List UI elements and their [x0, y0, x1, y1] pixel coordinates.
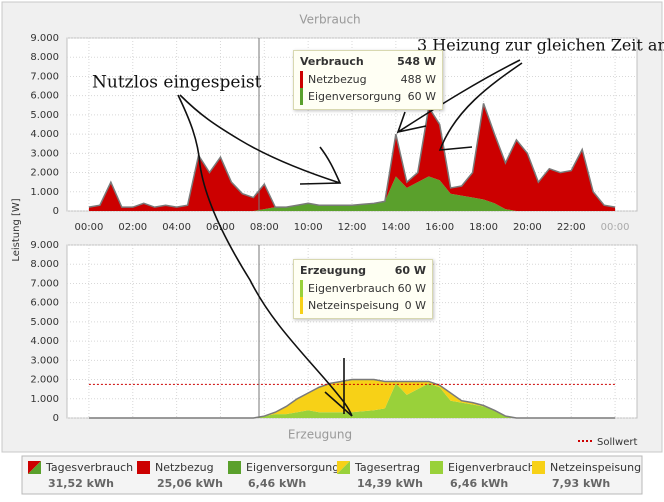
x-tick-label: 12:00: [338, 222, 367, 233]
legend-value: 31,52 kWh: [48, 477, 114, 490]
y-tick-label: 6.000: [30, 91, 59, 102]
legend-label: Tagesverbrauch: [45, 461, 133, 474]
legend-icon: [137, 461, 150, 474]
area: [88, 383, 616, 418]
tooltip-title: Erzeugung: [300, 264, 367, 277]
tooltip-row-value: 60 W: [397, 282, 426, 295]
tooltip-title: Verbrauch: [300, 55, 364, 68]
legend-label: Netzbezug: [155, 461, 214, 474]
handwriting: [177, 59, 523, 417]
legend-icon: [228, 461, 241, 474]
area: [88, 379, 616, 418]
x-tick-label: 14:00: [381, 222, 410, 233]
x-tick-label: 04:00: [162, 222, 191, 233]
y-tick-label: 9.000: [30, 240, 59, 251]
y-tick-label: 4.000: [30, 129, 59, 140]
x-tick-label: 08:00: [250, 222, 279, 233]
y-tick-label: 2.000: [30, 375, 59, 386]
area-outline: [88, 103, 616, 208]
legend-label: Tagesertrag: [354, 461, 420, 474]
x-tick-label: 00:00: [601, 222, 630, 233]
legend-icon: [430, 461, 443, 474]
x-tick-label: 10:00: [294, 222, 323, 233]
y-tick-label: 7.000: [30, 278, 59, 289]
annotation: 3 Heizung zur gleichen Zeit an: [417, 36, 664, 55]
y-tick-label: 2.000: [30, 168, 59, 179]
y-tick-label: 3.000: [30, 148, 59, 159]
x-tick-label: 16:00: [425, 222, 454, 233]
arrow: [177, 94, 353, 417]
legend-icon: [28, 461, 41, 474]
y-tick-label: 8.000: [30, 52, 59, 63]
legend-label: Eigenverbrauch: [448, 461, 535, 474]
y-tick-label: 5.000: [30, 110, 59, 121]
y-tick-label: 9.000: [30, 33, 59, 44]
y-tick-label: 1.000: [30, 187, 59, 198]
tooltip-row-value: 488 W: [400, 73, 436, 86]
chart-title: Erzeugung: [288, 428, 352, 442]
tooltip-row-name: Eigenversorgung: [300, 88, 401, 105]
x-tick-label: 20:00: [513, 222, 542, 233]
x-tick-label: 02:00: [118, 222, 147, 233]
legend-value: 25,06 kWh: [157, 477, 223, 490]
tooltip-row-name: Netzeinspeisung: [300, 297, 399, 314]
y-tick-label: 0: [53, 413, 59, 424]
legend-value: 6,46 kWh: [450, 477, 508, 490]
chart-title: Verbrauch: [299, 13, 360, 27]
legend-icon: [337, 461, 350, 474]
legend-icon: [532, 461, 545, 474]
y-tick-label: 5.000: [30, 317, 59, 328]
tooltip-row-name: Eigenverbrauch: [300, 280, 395, 297]
y-tick-label: 0: [53, 206, 59, 217]
legend-label: Netzeinspeisung: [550, 461, 641, 474]
x-tick-label: 00:00: [75, 222, 104, 233]
legend-value: 7,93 kWh: [552, 477, 610, 490]
y-axis-label: Leistung [W]: [11, 198, 22, 261]
tooltip: Erzeugung 60 W Eigenverbrauch 60 W Netzein…: [293, 259, 433, 319]
area-outline: [88, 378, 616, 419]
y-tick-label: 1.000: [30, 394, 59, 405]
y-tick-label: 6.000: [30, 298, 59, 309]
arrow: [179, 94, 342, 185]
tooltip-value: 548 W: [397, 55, 436, 68]
tooltip: Verbrauch 548 W Netzbezug 488 W Eigenverso…: [293, 50, 443, 110]
reference-legend-label: Sollwert: [597, 437, 637, 448]
tooltip-value: 60 W: [394, 264, 426, 277]
area: [88, 103, 616, 211]
arrow: [396, 59, 521, 134]
x-tick-label: 18:00: [469, 222, 498, 233]
x-tick-label: 22:00: [557, 222, 586, 233]
tooltip-row-name: Netzbezug: [300, 71, 367, 88]
area: [88, 176, 616, 211]
y-tick-label: 3.000: [30, 355, 59, 366]
y-tick-label: 4.000: [30, 336, 59, 347]
y-tick-label: 8.000: [30, 259, 59, 270]
arrow: [438, 62, 523, 151]
tooltip-row-value: 0 W: [404, 299, 426, 312]
annotation: Nutzlos eingespeist: [92, 73, 262, 93]
tooltip-row-value: 60 W: [407, 90, 436, 103]
legend-value: 6,46 kWh: [248, 477, 306, 490]
legend-value: 14,39 kWh: [357, 477, 423, 490]
legend-label: Eigenversorgung: [246, 461, 339, 474]
y-tick-label: 7.000: [30, 71, 59, 82]
